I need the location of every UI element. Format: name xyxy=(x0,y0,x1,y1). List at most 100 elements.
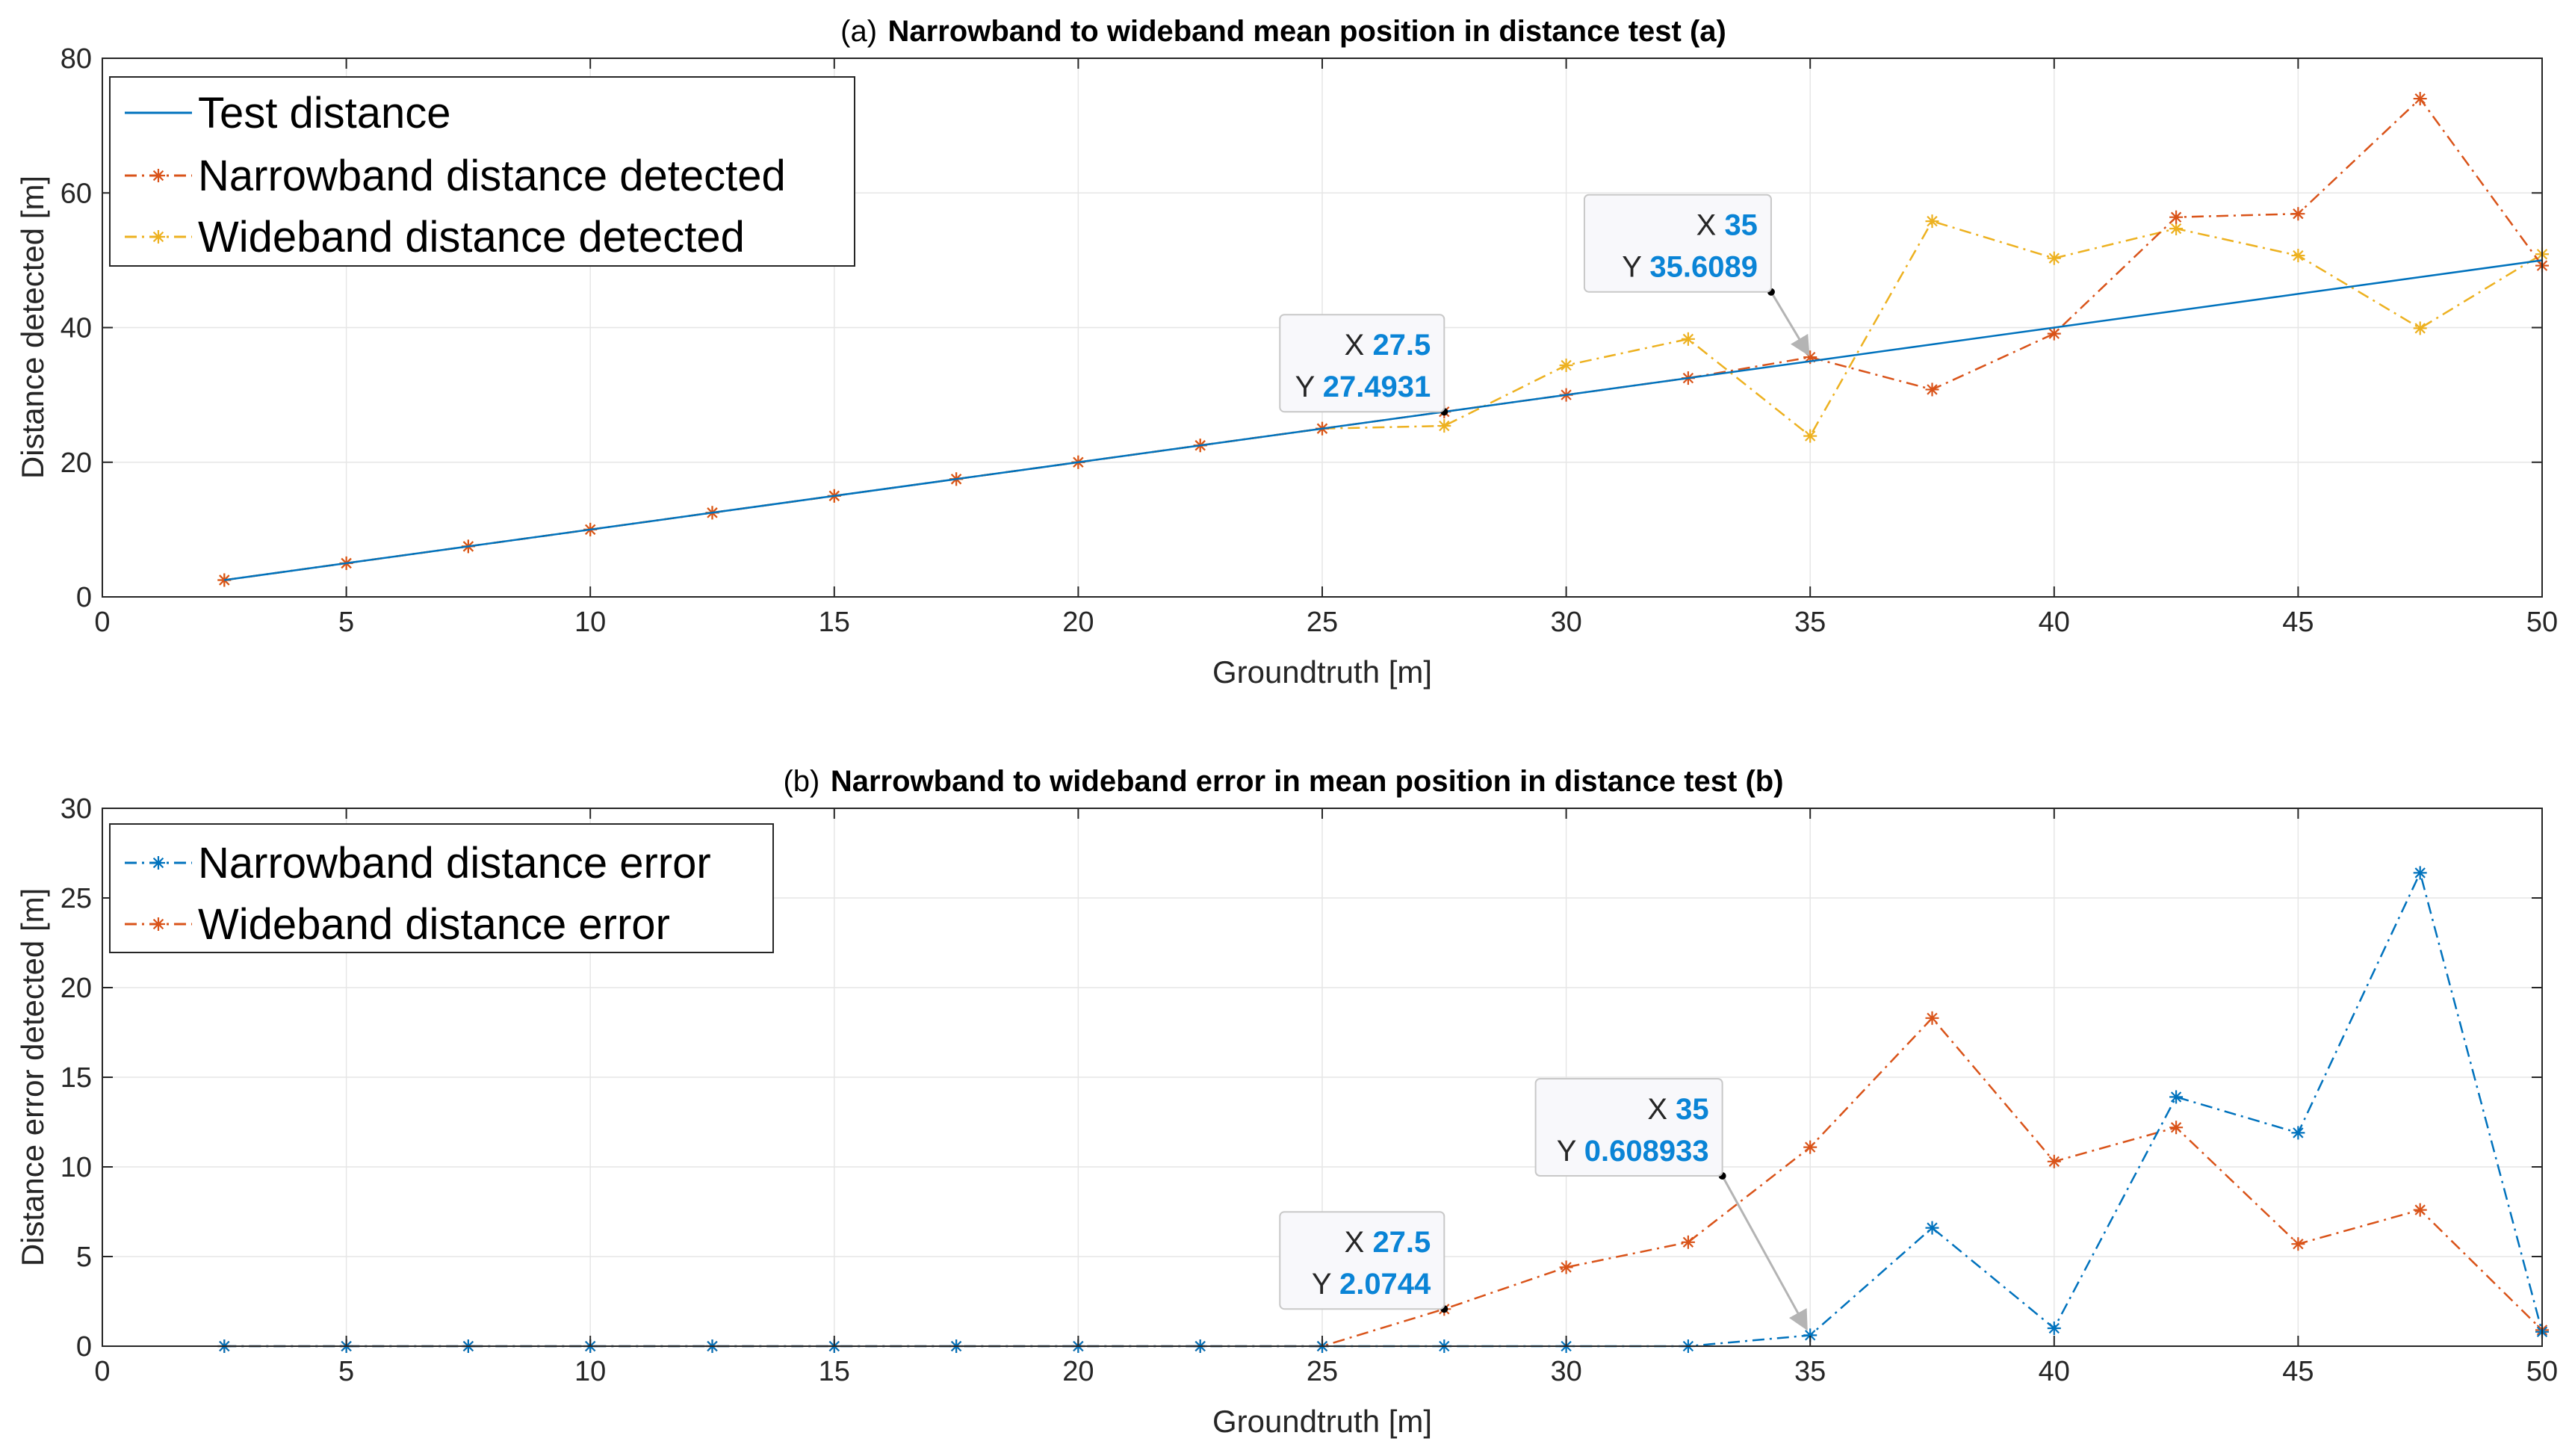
chart-b-title-text: Narrowband to wideband error in mean pos… xyxy=(831,765,1784,798)
data-point xyxy=(2047,251,2061,265)
x-tick-label: 30 xyxy=(1550,1356,1581,1387)
x-tick-label: 50 xyxy=(2526,607,2558,638)
datatip-x-row: X 35 xyxy=(1647,1093,1708,1126)
chart-b-legend[interactable]: Narrowband distance error Wideband dista… xyxy=(109,823,774,953)
datatip-1: X 27.5 Y 27.4931 xyxy=(1279,314,1448,416)
datatip-x-row: X 35 xyxy=(1696,209,1758,242)
datatip-x-value: 35 xyxy=(1724,209,1758,242)
chart-b-legend-marker-wideband xyxy=(152,917,165,931)
x-tick-label: 40 xyxy=(2039,607,2070,638)
data-point xyxy=(1803,429,1817,443)
data-point xyxy=(2291,207,2305,221)
data-point xyxy=(2413,321,2427,335)
x-tick-label: 25 xyxy=(1307,1356,1338,1387)
chart-b-legend-marker-narrowband xyxy=(152,856,165,870)
x-tick-label: 5 xyxy=(338,607,354,638)
data-point xyxy=(2413,866,2427,880)
datatip-y-row: Y 2.0744 xyxy=(1312,1268,1431,1301)
data-point xyxy=(1803,1140,1817,1154)
x-tick-label: 30 xyxy=(1550,607,1581,638)
x-tick-label: 0 xyxy=(94,1356,110,1387)
data-point xyxy=(2047,1154,2061,1168)
data-point xyxy=(1559,1260,1573,1274)
x-tick-label: 25 xyxy=(1307,607,1338,638)
chart-a-legend-marker-narrowband xyxy=(152,169,165,182)
chart-b-title-prefix: (b) xyxy=(783,765,819,798)
chart-b-ticks: 0 5 10 15 20 25 30 35 40 45 50 0 5 10 15 20 25 30 xyxy=(61,793,2558,1387)
chart-a-ticks: 0 5 10 15 20 25 30 35 40 45 50 0 20 40 60 80 xyxy=(61,43,2558,638)
x-tick-label: 40 xyxy=(2039,1356,2070,1387)
x-tick-label: 10 xyxy=(574,607,606,638)
datatip-2: X 35 Y 0.608933 xyxy=(1534,1078,1808,1331)
chart-a-legend-marker-wideband xyxy=(152,230,165,244)
chart-a-datatips: X 27.5 Y 27.4931 X 35 Y 35.6089 xyxy=(1279,193,1810,416)
y-tick-label: 15 xyxy=(61,1062,92,1094)
legend-star-marker xyxy=(152,169,165,182)
data-point xyxy=(2169,1121,2184,1135)
y-tick-label: 60 xyxy=(61,178,92,209)
datatip-y-value: 2.0744 xyxy=(1339,1268,1431,1301)
y-tick-label: 20 xyxy=(61,973,92,1004)
chart-b-xlabel: Groundtruth [m] xyxy=(1212,1404,1432,1439)
chart-a-title: (a) Narrowband to wideband mean position… xyxy=(840,15,1726,48)
datatip-x-key: X xyxy=(1647,1093,1676,1126)
datatip-x-key: X xyxy=(1696,209,1725,242)
chart-a-xlabel: Groundtruth [m] xyxy=(1212,654,1432,690)
chart-a-legend-box xyxy=(109,76,855,267)
data-point xyxy=(1925,382,1939,397)
datatip-y-row: Y 0.608933 xyxy=(1557,1135,1709,1168)
chart-a-ylabel: Distance detected [m] xyxy=(15,176,50,479)
y-tick-label: 10 xyxy=(61,1152,92,1183)
datatip-y-value: 35.6089 xyxy=(1649,251,1758,284)
datatip-arrow xyxy=(1721,1175,1808,1331)
data-point xyxy=(2291,249,2305,263)
series-line-2 xyxy=(224,1017,2543,1348)
chart-b: (b) Narrowband to wideband error in mean… xyxy=(15,765,2558,1439)
data-point xyxy=(2047,326,2061,341)
datatip-y-key: Y xyxy=(1557,1135,1584,1168)
data-point xyxy=(1925,1011,1939,1025)
x-tick-label: 50 xyxy=(2526,1356,2558,1387)
data-point xyxy=(2291,1126,2305,1140)
y-tick-label: 40 xyxy=(61,313,92,344)
chart-a: (a) Narrowband to wideband mean position… xyxy=(15,15,2558,690)
datatip-x-value: 27.5 xyxy=(1372,1226,1431,1259)
chart-a-legend[interactable]: Test distance Narrowband distance detect… xyxy=(109,76,855,267)
x-tick-label: 20 xyxy=(1062,1356,1094,1387)
chart-b-datatips: X 27.5 Y 2.0744 X 35 Y 0.608933 xyxy=(1279,1078,1808,1331)
datatip-x-key: X xyxy=(1345,1226,1373,1259)
data-point xyxy=(1803,1328,1817,1342)
x-tick-label: 10 xyxy=(574,1356,606,1387)
chart-a-legend-label-wideband: Wideband distance detected xyxy=(198,213,745,261)
datatip-x-row: X 27.5 xyxy=(1345,329,1431,362)
data-point xyxy=(1681,1235,1695,1249)
y-tick-label: 0 xyxy=(76,1331,92,1363)
data-point xyxy=(1559,358,1573,372)
legend-star-marker xyxy=(152,856,165,870)
chart-b-legend-box xyxy=(109,823,774,953)
chart-a-title-prefix: (a) xyxy=(840,15,877,48)
x-tick-label: 20 xyxy=(1062,607,1094,638)
datatip-2: X 35 Y 35.6089 xyxy=(1583,193,1810,356)
data-point xyxy=(1681,332,1695,346)
datatip-x-value: 27.5 xyxy=(1372,329,1431,362)
chart-b-legend-label-wideband: Wideband distance error xyxy=(198,900,670,949)
data-point xyxy=(1925,214,1939,229)
series-line-1 xyxy=(224,259,2543,581)
datatip-box xyxy=(1279,314,1445,413)
x-tick-label: 45 xyxy=(2282,1356,2314,1387)
data-point xyxy=(1437,419,1451,433)
x-tick-label: 45 xyxy=(2282,607,2314,638)
datatip-x-row: X 27.5 xyxy=(1345,1226,1431,1259)
chart-a-legend-label-test: Test distance xyxy=(198,89,451,137)
y-tick-label: 30 xyxy=(61,793,92,825)
data-point xyxy=(2169,210,2184,224)
datatip-x-value: 35 xyxy=(1676,1093,1709,1126)
y-tick-label: 25 xyxy=(61,883,92,914)
datatip-box xyxy=(1279,1211,1445,1310)
datatip-box xyxy=(1534,1078,1723,1177)
datatip-y-row: Y 27.4931 xyxy=(1295,371,1431,403)
x-tick-label: 5 xyxy=(338,1356,354,1387)
